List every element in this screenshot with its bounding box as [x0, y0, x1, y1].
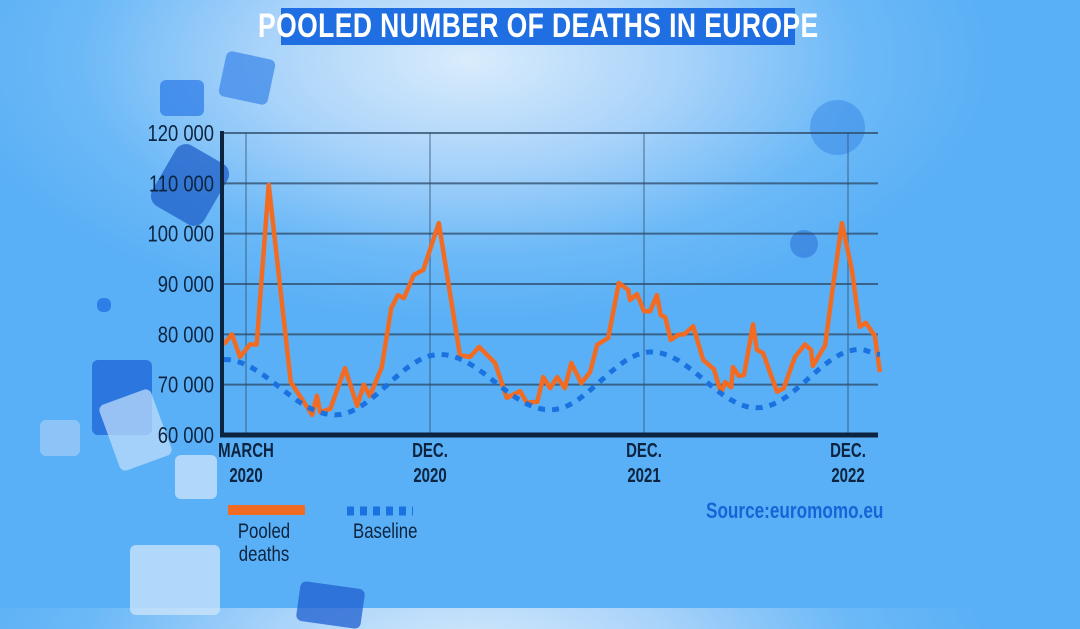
y-tick-label: 60 000 — [158, 423, 214, 448]
chart-title-banner: POOLED NUMBER OF DEATHS IN EUROPE — [258, 7, 818, 45]
chart-title: POOLED NUMBER OF DEATHS IN EUROPE — [257, 7, 819, 45]
x-tick-label-month: MARCH — [218, 439, 274, 462]
x-tick-label-year: 2022 — [831, 464, 864, 487]
x-tick-label-year: 2020 — [229, 464, 262, 487]
legend-baseline-swatch — [347, 506, 413, 516]
x-tick-label-month: DEC. — [830, 439, 866, 462]
x-tick-label-month: DEC. — [412, 439, 448, 462]
x-tick-label-month: DEC. — [626, 439, 662, 462]
y-tick-label: 100 000 — [148, 222, 214, 247]
y-tick-label: 80 000 — [158, 322, 214, 347]
decorative-cube — [175, 455, 217, 499]
decorative-cube — [40, 420, 80, 456]
legend-pooled-swatch — [228, 505, 305, 515]
source-label: Source:euromomo.eu — [706, 498, 884, 523]
legend-baseline-label: Baseline — [353, 520, 418, 543]
line-chart: 120 000 110 000 100 000 90 000 80 000 70 000 6… — [148, 121, 883, 487]
legend-pooled-label: Pooled deaths — [237, 520, 291, 566]
decorative-cube — [130, 545, 220, 615]
y-tick-label: 120 000 — [148, 121, 214, 146]
decorative-cube — [810, 100, 865, 155]
y-tick-label: 70 000 — [158, 373, 214, 398]
y-tick-label: 90 000 — [158, 272, 214, 297]
decorative-cube — [97, 298, 111, 312]
x-tick-label-year: 2020 — [413, 464, 446, 487]
pooled-deaths-series-line — [222, 182, 883, 418]
decorative-cube — [160, 80, 204, 116]
x-tick-label-year: 2021 — [627, 464, 660, 487]
y-tick-label: 110 000 — [149, 171, 214, 196]
baseline-series-line — [223, 346, 882, 418]
